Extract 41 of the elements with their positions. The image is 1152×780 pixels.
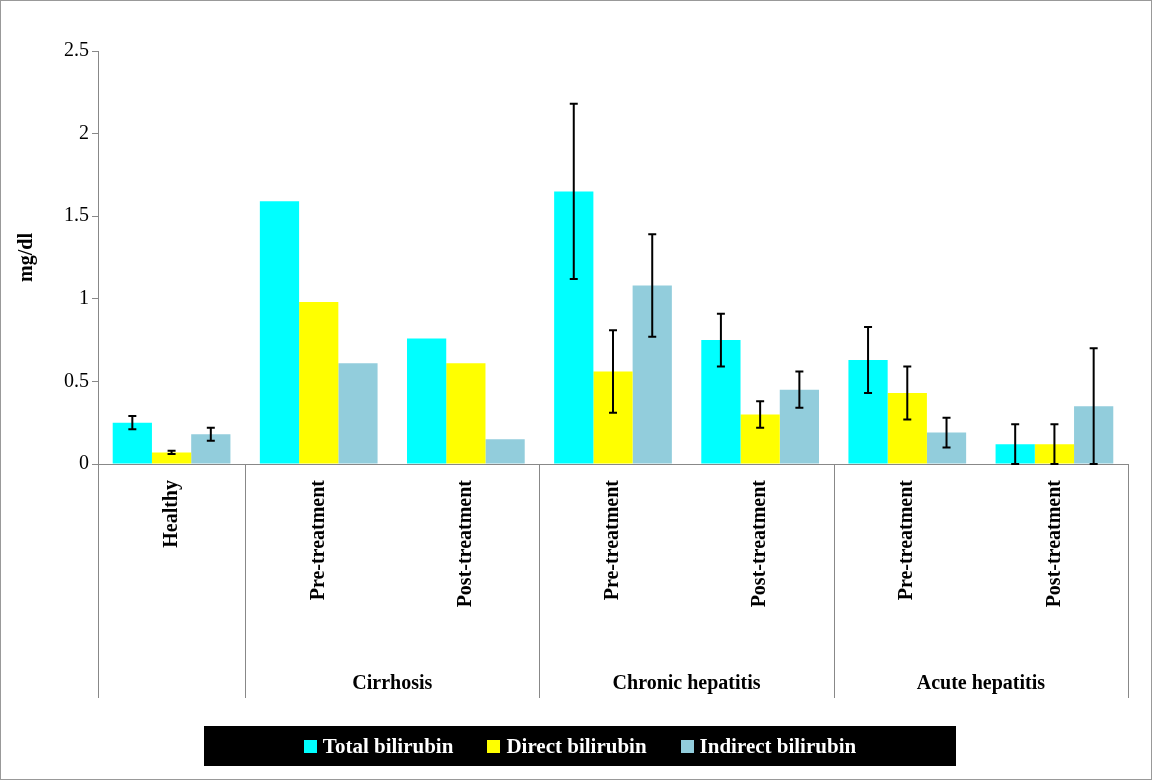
y-tick-label: 0 xyxy=(79,451,89,474)
bar xyxy=(446,363,486,464)
y-tick-label: 2.5 xyxy=(64,38,89,61)
text: Chronic hepatitis xyxy=(612,671,761,695)
bar xyxy=(151,452,192,464)
bar xyxy=(299,302,339,464)
text: Acute hepatitis xyxy=(916,671,1046,695)
bar xyxy=(1034,444,1075,464)
legend-label: Indirect bilirubin xyxy=(699,733,857,759)
bar xyxy=(485,439,525,464)
y-tick-label: 0.5 xyxy=(64,368,89,391)
y-tick-label: 1 xyxy=(79,286,89,309)
bar xyxy=(112,422,152,464)
bar xyxy=(779,389,819,464)
bar xyxy=(887,392,927,464)
x-tick-label: Post-treatment xyxy=(453,479,476,608)
legend-label: Total bilirubin xyxy=(322,733,454,759)
y-axis-title: mg/dl xyxy=(14,232,38,282)
x-tick-label: Pre-treatment xyxy=(894,479,917,601)
bar xyxy=(632,285,672,464)
x-tick-label: Pre-treatment xyxy=(305,479,328,601)
bar xyxy=(593,371,633,464)
bar xyxy=(995,444,1035,464)
text: Cirrhosis xyxy=(352,671,433,694)
x-tick-label: Healthy xyxy=(158,480,182,548)
bar xyxy=(554,191,594,464)
bar xyxy=(259,201,300,464)
x-tick-label: Post-treatment xyxy=(747,479,770,608)
bar xyxy=(338,363,378,464)
y-tick-label: 1.5 xyxy=(64,203,89,226)
bar xyxy=(926,432,967,464)
x-tick-label: Post-treatment xyxy=(1041,479,1064,608)
bar xyxy=(848,359,888,464)
x-tick-label: Pre-treatment xyxy=(600,479,623,601)
bar xyxy=(1074,406,1114,464)
bar xyxy=(191,434,231,464)
bar xyxy=(701,340,741,464)
bar xyxy=(407,338,447,464)
legend-label: Direct bilirubin xyxy=(506,733,647,759)
y-tick-label: 2 xyxy=(79,120,89,143)
bar xyxy=(740,414,780,464)
